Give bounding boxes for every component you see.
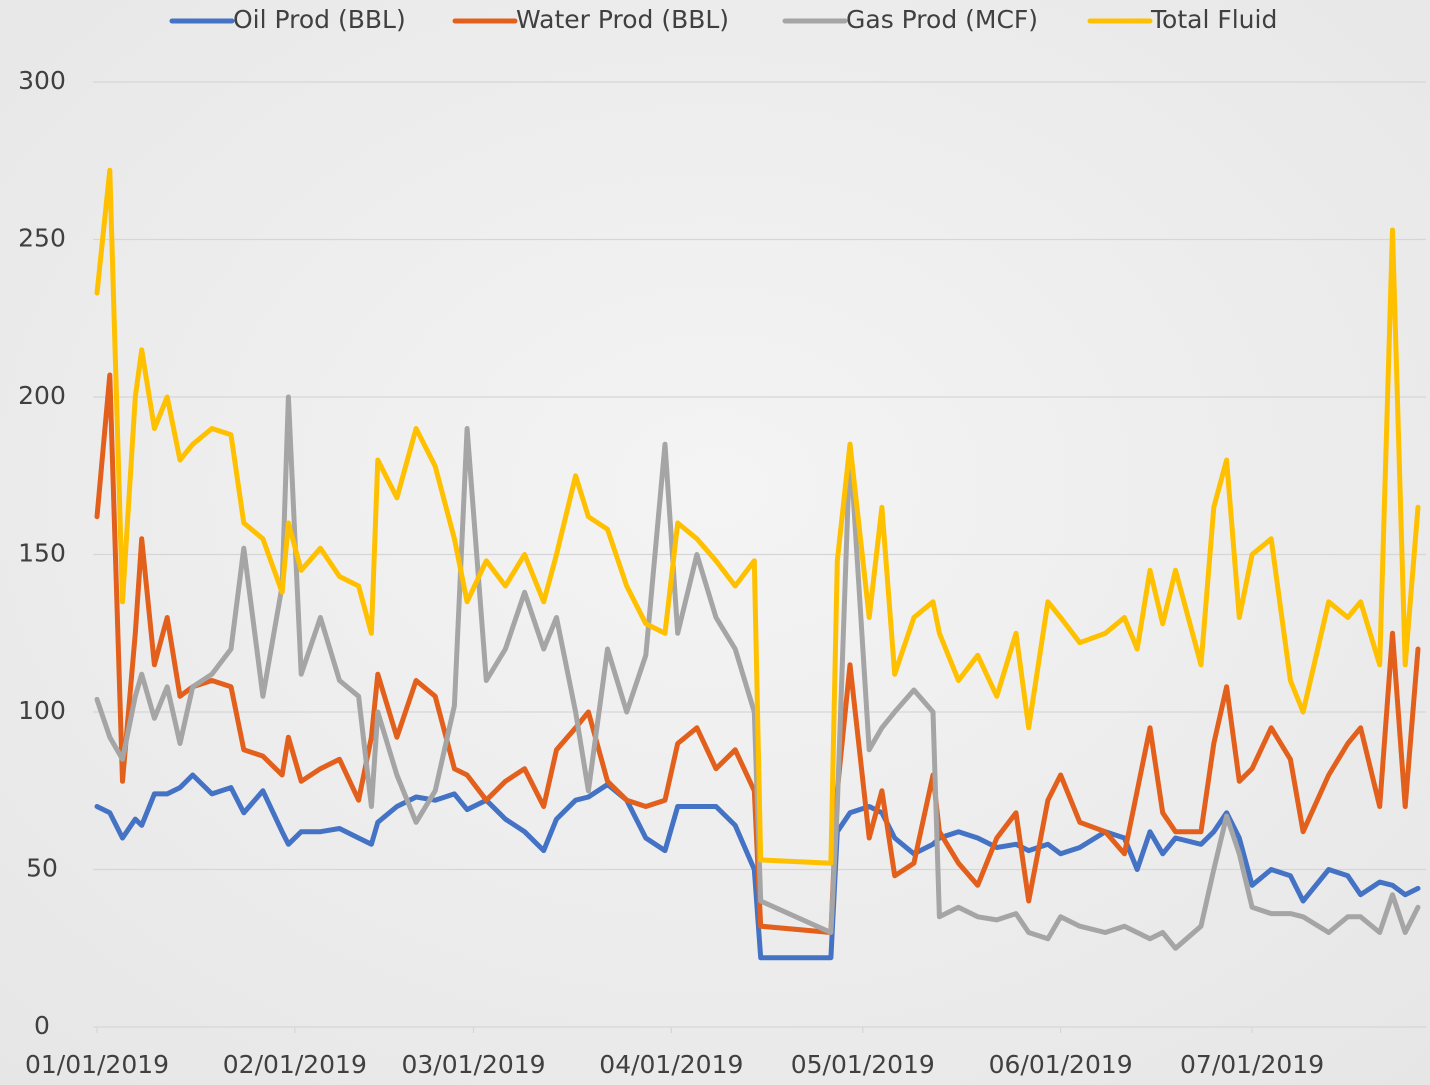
legend-label: Total Fluid bbox=[1150, 5, 1277, 34]
series-line bbox=[94, 372, 1421, 935]
x-tick-label: 03/01/2019 bbox=[401, 1050, 545, 1079]
y-tick-label: 0 bbox=[34, 1011, 50, 1040]
legend-label: Oil Prod (BBL) bbox=[233, 5, 406, 34]
y-tick-label: 250 bbox=[18, 224, 66, 253]
x-tick-label: 06/01/2019 bbox=[989, 1050, 1133, 1079]
x-tick-label: 02/01/2019 bbox=[223, 1050, 367, 1079]
legend-label: Gas Prod (MCF) bbox=[846, 5, 1038, 34]
y-tick-label: 200 bbox=[18, 381, 66, 410]
y-tick-label: 100 bbox=[18, 696, 66, 725]
legend: Oil Prod (BBL) Water Prod (BBL) Gas Prod (… bbox=[169, 5, 1277, 34]
axis-labels: 0 50 100 150 200 250 300 01/01/2019 02/01/2019 03… bbox=[18, 66, 1324, 1079]
x-tick-label: 07/01/2019 bbox=[1180, 1050, 1324, 1079]
legend-label: Water Prod (BBL) bbox=[516, 5, 729, 34]
y-tick-label: 300 bbox=[18, 66, 66, 95]
y-tick-label: 50 bbox=[26, 854, 58, 883]
plot bbox=[94, 167, 1421, 961]
series-line bbox=[94, 394, 1421, 951]
series-line bbox=[94, 772, 1421, 961]
x-tick-label: 01/01/2019 bbox=[25, 1050, 169, 1079]
y-tick-label: 150 bbox=[18, 539, 66, 568]
x-tick-label: 04/01/2019 bbox=[599, 1050, 743, 1079]
series-line bbox=[94, 167, 1421, 866]
x-tick-label: 05/01/2019 bbox=[791, 1050, 935, 1079]
